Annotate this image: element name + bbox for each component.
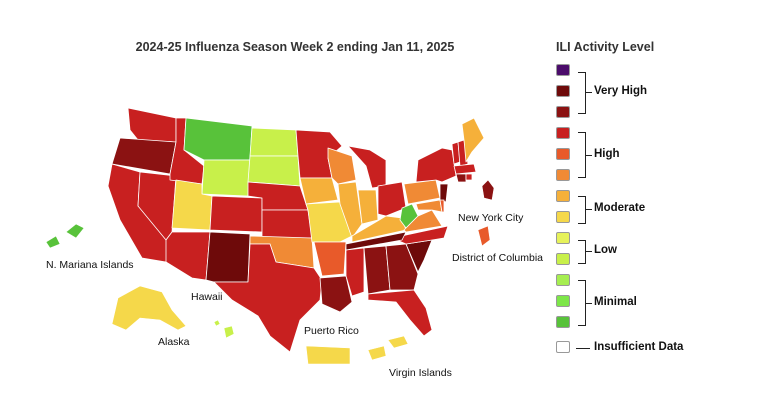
legend-swatch-6 [556,169,570,181]
label-virgin-islands: Virgin Islands [389,367,452,379]
tick-minimal [586,303,592,304]
state-maine[interactable] [461,117,485,163]
state-iowa[interactable] [299,177,339,205]
state-arizona[interactable] [165,231,211,281]
bracket-moderate [578,196,586,224]
legend-swatch-4 [556,127,570,139]
state-new-jersey[interactable] [439,183,449,203]
legend-group-high: High [594,148,620,160]
legend-swatch-10 [556,253,570,265]
state-mississippi[interactable] [345,247,365,297]
legend-swatch-7 [556,190,570,202]
state-illinois[interactable] [337,181,363,239]
legend-title: ILI Activity Level [556,40,655,54]
legend-group-very-high: Very High [594,85,648,97]
state-wisconsin[interactable] [327,147,357,185]
state-connecticut[interactable] [455,173,467,183]
tick-low [586,251,592,252]
state-florida[interactable] [367,289,433,337]
territory-n-mariana-islands-a[interactable] [65,223,85,239]
legend-swatch-14 [556,341,570,353]
bracket-low [578,240,586,264]
label-district-of-columbia: District of Columbia [452,252,544,264]
state-indiana[interactable] [357,189,379,225]
legend-group-low: Low [594,244,617,256]
territory-district-of-columbia[interactable] [477,225,491,247]
state-ohio[interactable] [377,181,407,217]
legend-swatch-1 [556,64,570,76]
tick-moderate [586,209,592,210]
legend-swatch-5 [556,148,570,160]
legend-swatch-13 [556,316,570,328]
state-georgia[interactable] [385,243,419,291]
state-new-york[interactable] [415,147,457,183]
state-north-dakota[interactable] [249,127,299,157]
state-pennsylvania[interactable] [403,179,441,205]
bracket-high [578,132,586,178]
state-delaware[interactable] [439,199,445,213]
legend-group-moderate: Moderate [594,202,646,214]
territory-alaska[interactable] [111,285,187,331]
state-kansas[interactable] [261,209,313,239]
state-maryland[interactable] [415,199,443,213]
territory-new-york-city[interactable] [481,179,495,201]
label-new-york-city: New York City [458,212,524,224]
tick-very-high [586,92,592,93]
tick-high [586,155,592,156]
state-texas[interactable] [213,243,323,353]
map-title: 2024-25 Influenza Season Week 2 ending J… [135,40,455,54]
legend-swatch-8 [556,211,570,223]
legend-group-insufficient-data: Insufficient Data [594,341,684,353]
state-south-dakota[interactable] [247,155,301,187]
state-tennessee[interactable] [345,231,407,251]
state-massachusetts[interactable] [453,163,477,175]
legend-swatch-3 [556,106,570,118]
territory-puerto-rico[interactable] [305,345,351,365]
territory-virgin-islands-a[interactable] [367,345,387,361]
state-arkansas[interactable] [313,241,347,277]
state-alabama[interactable] [363,245,391,295]
state-north-carolina[interactable] [391,225,449,245]
state-wyoming[interactable] [201,159,251,197]
state-rhode-island[interactable] [465,173,473,181]
legend-swatch-12 [556,295,570,307]
bracket-very-high [578,72,586,114]
state-new-mexico[interactable] [205,231,251,283]
label-n-mariana-islands: N. Mariana Islands [46,259,134,271]
state-washington[interactable] [127,107,177,143]
territory-n-mariana-islands-b[interactable] [45,235,61,249]
legend-swatch-2 [556,85,570,97]
label-puerto-rico: Puerto Rico [304,325,359,337]
territory-hawaii-b[interactable] [213,319,221,327]
state-virginia[interactable] [403,209,443,233]
territory-hawaii-a[interactable] [223,325,235,339]
territory-virgin-islands-b[interactable] [387,335,409,349]
state-louisiana[interactable] [319,275,353,313]
legend-group-minimal: Minimal [594,296,637,308]
bracket-minimal [578,280,586,326]
legend-swatch-9 [556,232,570,244]
state-colorado[interactable] [209,195,263,233]
label-hawaii: Hawaii [191,291,223,303]
state-montana[interactable] [183,117,253,161]
label-alaska: Alaska [158,336,190,348]
tick-insufficient-data [576,348,590,349]
legend-swatch-11 [556,274,570,286]
